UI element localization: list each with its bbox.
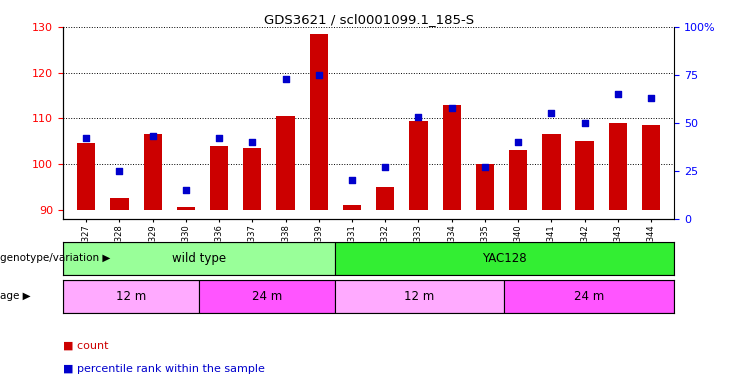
- Text: 24 m: 24 m: [574, 290, 605, 303]
- Text: wild type: wild type: [172, 252, 226, 265]
- Point: [279, 76, 291, 82]
- Point: [80, 135, 92, 141]
- Bar: [509, 150, 528, 210]
- Bar: [276, 116, 295, 210]
- Bar: [642, 125, 660, 210]
- Bar: [243, 148, 262, 210]
- Bar: [144, 134, 162, 210]
- Point: [612, 91, 624, 97]
- Point: [446, 104, 458, 111]
- Bar: [505, 280, 674, 313]
- Bar: [110, 198, 129, 210]
- Point: [147, 133, 159, 139]
- Bar: [343, 205, 361, 210]
- Bar: [63, 280, 199, 313]
- Point: [213, 135, 225, 141]
- Point: [113, 168, 125, 174]
- Point: [180, 187, 192, 193]
- Text: 12 m: 12 m: [405, 290, 435, 303]
- Text: 12 m: 12 m: [116, 290, 146, 303]
- Point: [512, 139, 524, 145]
- Bar: [409, 121, 428, 210]
- Text: age ▶: age ▶: [0, 291, 30, 301]
- Bar: [442, 104, 461, 210]
- Point: [247, 139, 259, 145]
- Point: [545, 110, 557, 116]
- Bar: [199, 280, 335, 313]
- Point: [579, 120, 591, 126]
- Point: [313, 72, 325, 78]
- Text: YAC128: YAC128: [482, 252, 527, 265]
- Point: [413, 114, 425, 120]
- Bar: [177, 207, 195, 210]
- Bar: [63, 242, 335, 275]
- Bar: [210, 146, 228, 210]
- Point: [479, 164, 491, 170]
- Bar: [576, 141, 594, 210]
- Text: ■ percentile rank within the sample: ■ percentile rank within the sample: [63, 364, 265, 374]
- Bar: [376, 187, 394, 210]
- Text: 24 m: 24 m: [252, 290, 282, 303]
- Text: ■ count: ■ count: [63, 341, 108, 351]
- Bar: [608, 123, 627, 210]
- Bar: [335, 280, 505, 313]
- Bar: [335, 242, 674, 275]
- Point: [346, 177, 358, 184]
- Bar: [310, 34, 328, 210]
- Bar: [77, 144, 96, 210]
- Point: [379, 164, 391, 170]
- Point: [645, 95, 657, 101]
- Text: genotype/variation ▶: genotype/variation ▶: [0, 253, 110, 263]
- Title: GDS3621 / scl0001099.1_185-S: GDS3621 / scl0001099.1_185-S: [264, 13, 473, 26]
- Bar: [542, 134, 560, 210]
- Bar: [476, 164, 494, 210]
